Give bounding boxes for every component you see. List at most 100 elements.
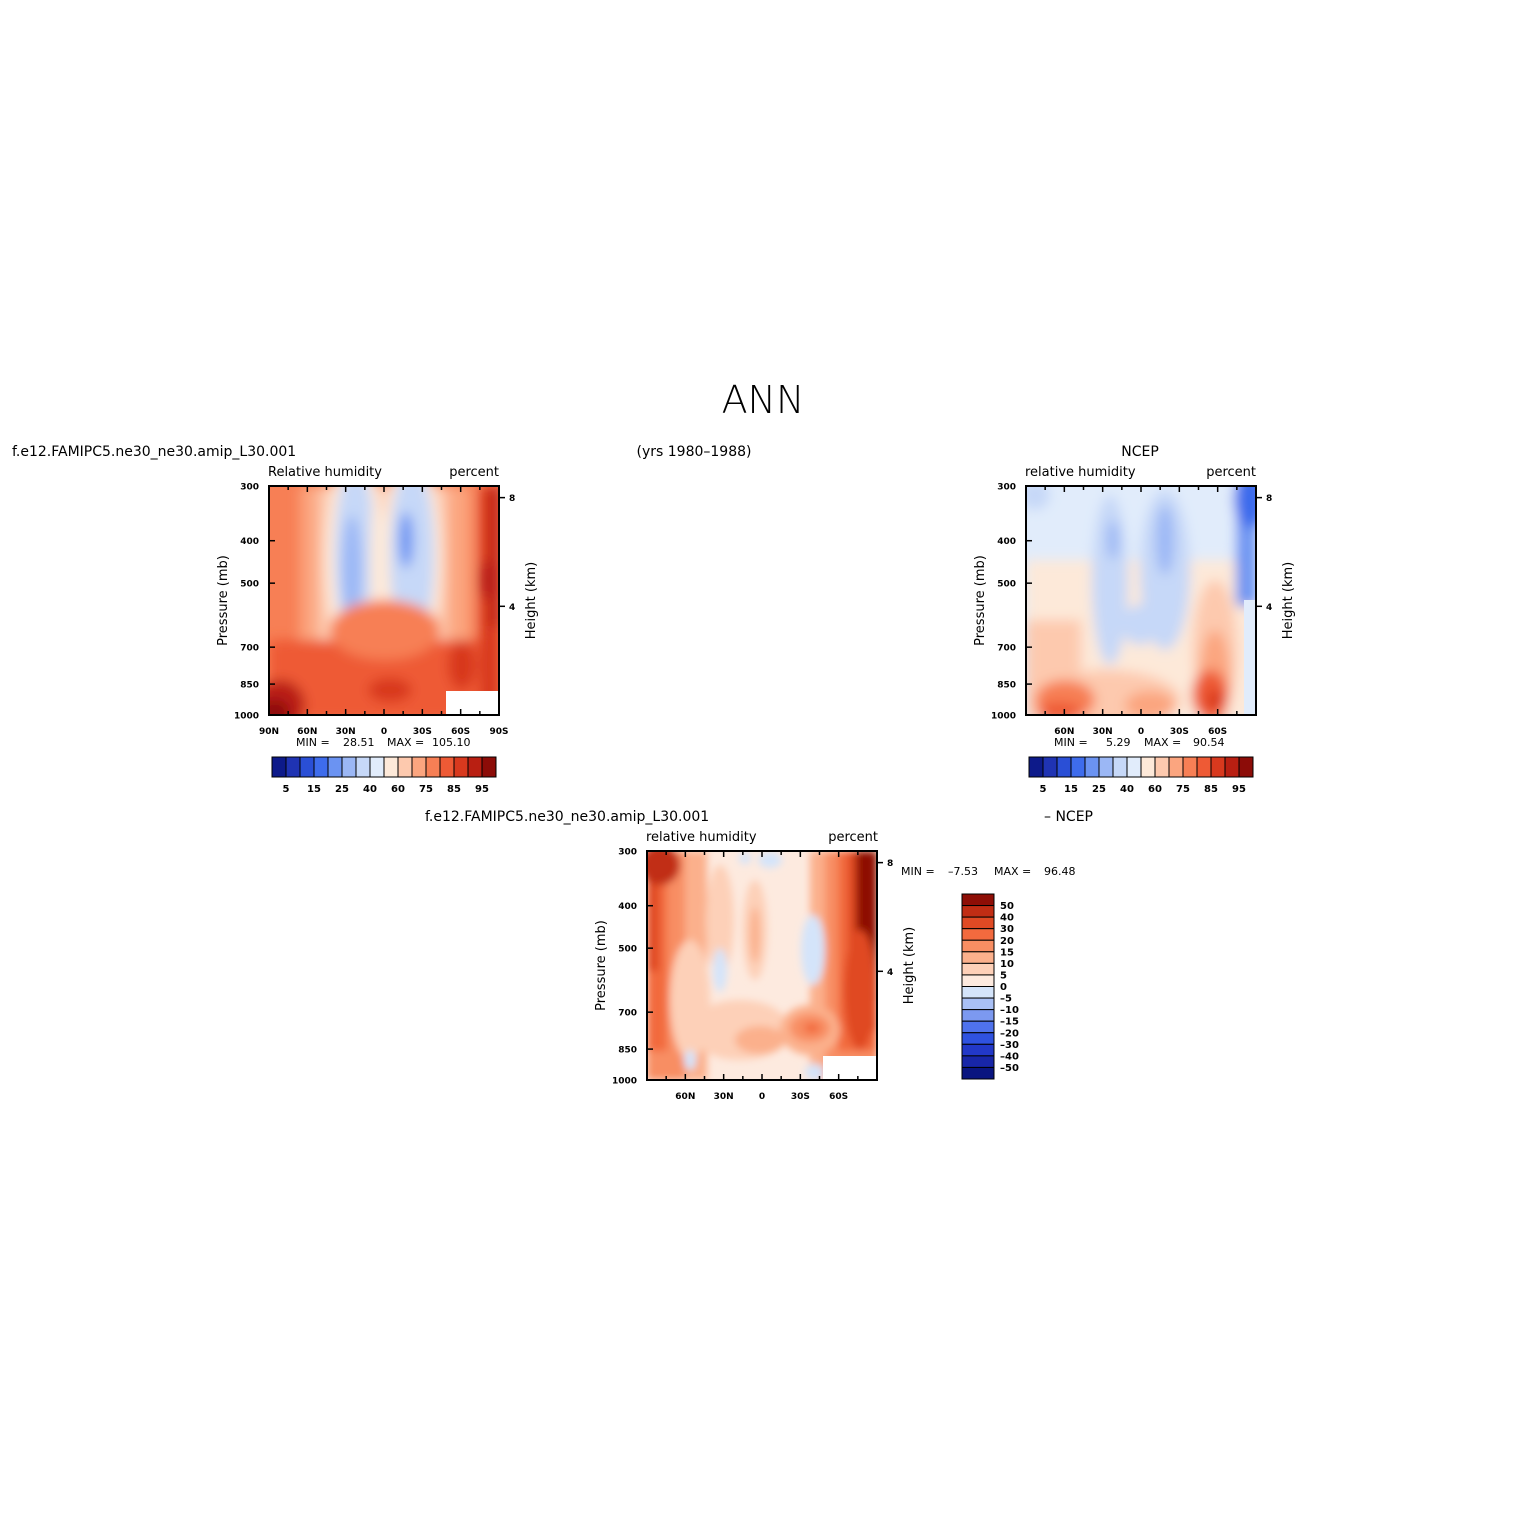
panel-diff-axes: 300 400 500 700 850 1000 60N 30N 0 30S 60S 8 4 Pressu… — [594, 848, 917, 1103]
panel-model-ytick-label: 400 — [240, 537, 259, 547]
panel-model-ytick-right-label: 4 — [509, 603, 515, 613]
panel-model-colorbar-label: 25 — [335, 784, 349, 795]
panel-model-colorbar-box — [299, 756, 315, 778]
panel-ncep-ytick-label: 850 — [997, 681, 1016, 691]
panel-ncep-colorbar-box — [1070, 756, 1086, 778]
panel-ncep-colorbar-box — [1112, 756, 1128, 778]
panel-model-min-value: 28.51 — [343, 736, 375, 749]
panel-diff-min-label: MIN = — [901, 865, 935, 878]
panel-diff-field — [647, 851, 877, 1080]
panel-ncep-max-label: MAX = — [1144, 736, 1181, 749]
panel-model-colorbar-box — [313, 756, 329, 778]
panel-ncep-field — [1026, 486, 1256, 715]
panel-model-colorbar-box — [271, 756, 287, 778]
panel-ncep-ytick-right-label: 8 — [1266, 494, 1272, 504]
panel-ncep-colorbar-box — [1084, 756, 1100, 778]
panel-ncep-colorbar-box — [1196, 756, 1212, 778]
panel-ncep-axes: 300 400 500 700 850 1000 60N 30N 0 30S 60S 8 4 Pressu… — [973, 483, 1296, 738]
panel-ncep-colorbar-box — [1182, 756, 1198, 778]
panel-ncep-colorbar-label: 75 — [1176, 784, 1190, 795]
panel-model-xtick-label: 0 — [381, 727, 387, 737]
panel-diff-title-right: – NCEP — [1044, 809, 1093, 825]
panel-diff-xtick-label: 30N — [714, 1092, 734, 1102]
panel-model-ytick-right-label: 8 — [509, 494, 515, 504]
panel-diff-colorbar-box — [961, 951, 995, 964]
panel-model-colorbar-box — [411, 756, 427, 778]
panel-model-colorbar-box — [383, 756, 399, 778]
panel-diff-xtick-label: 60N — [675, 1092, 695, 1102]
panel-ncep-colorbar-label: 15 — [1064, 784, 1078, 795]
panel-diff-colorbar-box — [961, 1032, 995, 1045]
panel-diff-ytick-label: 300 — [618, 848, 637, 858]
panel-model-colorbar-label: 95 — [475, 784, 489, 795]
panel-model-max-label: MAX = — [387, 736, 424, 749]
panel-ncep-colorbar-label: 40 — [1120, 784, 1134, 795]
panel-diff: f.e12.FAMIPC5.ne30_ne30.amip_L30.001 – N… — [425, 809, 1093, 1102]
panel-model-colorbar-label: 75 — [419, 784, 433, 795]
panel-ncep-title: NCEP — [1121, 444, 1159, 460]
panel-ncep-ylabel-right: Height (km) — [1281, 562, 1296, 639]
panel-model-ytick-label: 1000 — [234, 712, 259, 722]
panel-ncep-colorbar-box — [1224, 756, 1240, 778]
panel-ncep-subtitle-right: percent — [1206, 465, 1256, 480]
panel-model-max-value: 105.10 — [432, 736, 471, 749]
panel-diff-colorbar-label: 15 — [1000, 947, 1014, 958]
panel-ncep-min-label: MIN = — [1054, 736, 1088, 749]
panel-ncep-subtitle-left: relative humidity — [1025, 465, 1136, 480]
panel-ncep-xtick-label: 30S — [1170, 727, 1189, 737]
panel-diff-colorbar-label: 20 — [1000, 936, 1014, 947]
panel-diff-ytick-label: 1000 — [612, 1077, 637, 1087]
panel-ncep-ytick-right-label: 4 — [1266, 603, 1272, 613]
figure-title: ANN — [722, 378, 805, 422]
panel-model-colorbar-box — [425, 756, 441, 778]
panel-ncep-colorbar-box — [1126, 756, 1142, 778]
panel-model-xtick-label: 60N — [297, 727, 317, 737]
panel-diff-colorbar-box — [961, 986, 995, 999]
panel-diff-colorbar-label: 5 — [1000, 970, 1007, 981]
panel-model-xtick-label: 30N — [336, 727, 356, 737]
panel-diff-colorbar-box — [961, 939, 995, 953]
panel-ncep-max-value: 90.54 — [1193, 736, 1225, 749]
panel-diff-ytick-right-label: 4 — [887, 968, 893, 978]
panel-ncep-xtick-label: 60N — [1054, 727, 1074, 737]
panel-ncep-colorbar-label: 85 — [1204, 784, 1218, 795]
panel-model-colorbar-box — [369, 756, 385, 778]
panel-diff-xtick-label: 60S — [829, 1092, 848, 1102]
panel-diff-min-value: –7.53 — [948, 865, 978, 878]
panel-ncep-colorbar: 5 15 25 40 60 75 85 95 — [1028, 756, 1254, 795]
panel-model-colorbar-box — [355, 756, 371, 778]
panel-diff-ylabel: Pressure (mb) — [594, 920, 609, 1011]
panel-diff-colorbar-box — [961, 1009, 995, 1022]
panel-diff-colorbar-box — [961, 928, 995, 941]
panel-model-colorbar-box — [341, 756, 357, 778]
panel-diff-ytick-label: 500 — [618, 945, 637, 955]
panel-ncep-ylabel: Pressure (mb) — [973, 555, 988, 646]
panel-diff-colorbar-box — [961, 974, 995, 987]
panel-ncep-colorbar-label: 60 — [1148, 784, 1162, 795]
panel-diff-colorbar-label: 10 — [1000, 959, 1014, 970]
panel-model-ylabel: Pressure (mb) — [216, 555, 231, 646]
panel-diff-ytick-label: 850 — [618, 1046, 637, 1056]
panel-diff-colorbar-box — [961, 1066, 995, 1080]
panel-ncep-ytick-label: 1000 — [991, 712, 1016, 722]
panel-model-colorbar-label: 60 — [391, 784, 405, 795]
panel-ncep-ytick-label: 400 — [997, 537, 1016, 547]
panel-ncep-colorbar-box — [1210, 756, 1226, 778]
panel-diff-colorbar-box — [961, 997, 995, 1011]
panel-model-colorbar-box — [439, 756, 455, 778]
panel-diff-colorbar-box — [961, 893, 995, 907]
panel-diff-colorbar-label: 40 — [1000, 913, 1014, 924]
panel-ncep-xtick-label: 60S — [1208, 727, 1227, 737]
panel-ncep-colorbar-box — [1168, 756, 1184, 778]
panel-diff-colorbar-box — [961, 905, 995, 918]
panel-diff-ytick-label: 700 — [618, 1009, 637, 1019]
panel-model-colorbar-label: 5 — [283, 784, 290, 795]
panel-ncep-ytick-label: 700 — [997, 644, 1016, 654]
panel-ncep-colorbar-label: 95 — [1232, 784, 1246, 795]
panel-diff-ytick-right-label: 8 — [887, 859, 893, 869]
panel-model: f.e12.FAMIPC5.ne30_ne30.amip_L30.001 Rel… — [12, 444, 539, 795]
panel-diff-colorbar-label: –5 — [1000, 994, 1012, 1005]
